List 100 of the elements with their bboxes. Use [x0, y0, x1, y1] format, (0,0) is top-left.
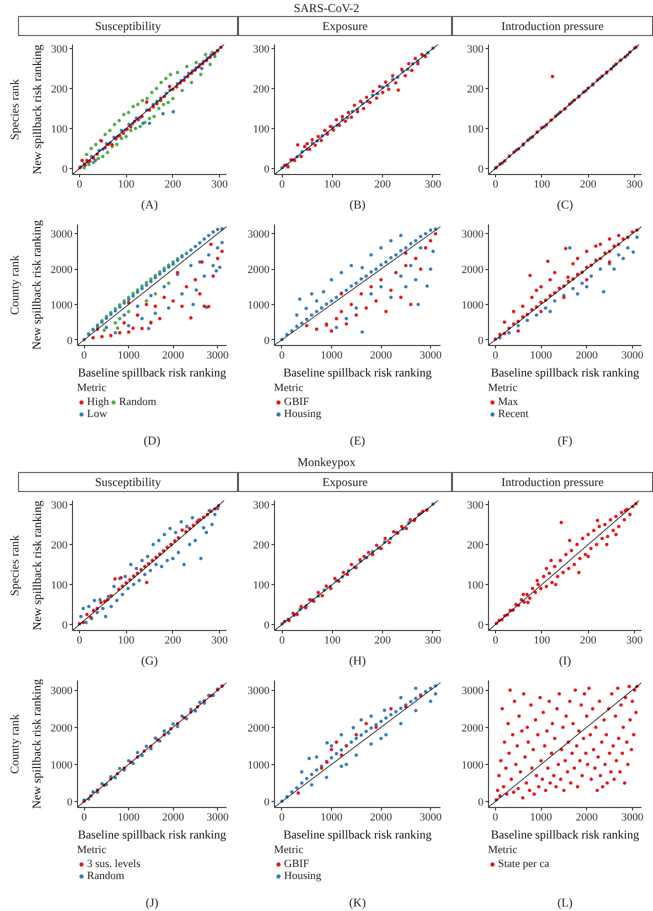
x-tick-label: 200 — [374, 634, 392, 646]
x-tick-label: 300 — [626, 178, 644, 190]
y-tick-label: 1000 — [462, 299, 484, 312]
chart-subtitle: Susceptibility — [95, 474, 161, 491]
legend-label: Low — [87, 408, 108, 420]
y-tick-label: 300 — [467, 44, 484, 56]
x-tick-label: 3000 — [621, 812, 644, 824]
x-tick-label: 100 — [118, 634, 135, 646]
x-axis-title: Baseline spillback risk ranking — [78, 366, 226, 380]
y-tick-label: 100 — [51, 580, 68, 592]
legend-label: GBIF — [284, 858, 310, 870]
x-tick-label: 0 — [81, 812, 88, 824]
text: County rank — [8, 714, 22, 774]
legend-label: Housing — [284, 408, 322, 420]
x-tick-label: 1000 — [118, 350, 140, 362]
y-axis-title: New spillback risk ranking — [30, 679, 44, 809]
legend-title: Metric — [77, 382, 108, 394]
text: (G) — [141, 654, 158, 668]
chart-title: Monkeypox — [298, 454, 356, 470]
legend-label: Housing — [284, 870, 322, 882]
y-tick-label: 3000 — [462, 685, 484, 698]
legend-label: Max — [498, 396, 518, 408]
x-tick-label: 200 — [164, 178, 182, 190]
x-tick-label: 100 — [324, 634, 342, 646]
legend-label: Recent — [498, 408, 529, 420]
y-tick-label: 300 — [253, 44, 270, 56]
x-tick-label: 0 — [279, 634, 286, 646]
x-tick-label: 100 — [534, 178, 551, 190]
y-tick-label: 100 — [253, 124, 270, 136]
y-axis-title: New spillback risk ranking — [30, 500, 44, 630]
x-tick-label: 0 — [492, 350, 499, 362]
x-tick-label: 0 — [76, 634, 83, 646]
x-axis-title: Baseline spillback risk ranking — [78, 828, 226, 842]
y-tick-label: 0 — [478, 796, 484, 809]
y-tick-label: 200 — [467, 540, 484, 552]
chart-subtitle: Susceptibility — [95, 18, 161, 35]
text: (E) — [350, 434, 366, 448]
legend-label: High — [87, 396, 109, 408]
text: Species rank — [8, 79, 22, 140]
y-tick-label: 1000 — [248, 759, 270, 772]
y-tick-label: 0 — [62, 164, 68, 176]
text: (L) — [557, 896, 573, 910]
y-tick-label: 200 — [51, 540, 68, 552]
y-tick-label: 3000 — [462, 228, 484, 241]
text: (H) — [349, 654, 366, 668]
x-tick-label: 200 — [164, 634, 182, 646]
y-tick-label: 0 — [62, 620, 68, 632]
text: (B) — [350, 198, 366, 212]
y-tick-label: 0 — [67, 796, 73, 809]
x-tick-label: 2000 — [162, 350, 185, 362]
x-axis-title: Baseline spillback risk ranking — [490, 366, 640, 380]
chart-subtitle: Exposure — [322, 474, 368, 491]
text: County rank — [8, 255, 22, 315]
y-tick-label: 0 — [67, 334, 73, 347]
y-tick-label: 2000 — [248, 722, 270, 734]
y-tick-label: 2000 — [50, 722, 73, 734]
x-tick-label: 1000 — [118, 812, 140, 824]
x-tick-label: 300 — [211, 634, 228, 646]
legend-label: Random — [87, 870, 124, 882]
x-tick-label: 0 — [279, 350, 286, 362]
chart-subtitle: Introduction pressure — [501, 18, 604, 35]
y-tick-label: 200 — [253, 540, 270, 552]
y-tick-label: 1000 — [50, 299, 73, 312]
x-tick-label: 300 — [424, 634, 442, 646]
y-tick-label: 3000 — [248, 228, 270, 241]
x-axis-title: Baseline spillback risk ranking — [283, 366, 432, 380]
y-tick-label: 300 — [467, 500, 484, 512]
y-tick-label: 2000 — [462, 264, 484, 276]
y-tick-label: 3000 — [50, 685, 73, 698]
y-axis-title: New spillback risk ranking — [30, 220, 44, 350]
y-tick-label: 2000 — [462, 722, 484, 734]
x-tick-label: 0 — [76, 178, 83, 190]
y-tick-label: 200 — [51, 84, 68, 96]
text: (J) — [146, 896, 158, 910]
x-tick-label: 3000 — [206, 350, 230, 362]
chart-title: SARS-CoV-2 — [294, 0, 360, 16]
legend-title: Metric — [488, 382, 518, 394]
y-tick-label: 2000 — [248, 264, 270, 276]
x-tick-label: 1000 — [530, 350, 553, 362]
y-tick-label: 0 — [264, 620, 270, 632]
y-tick-label: 300 — [253, 500, 270, 512]
x-tick-label: 0 — [492, 178, 499, 190]
y-tick-label: 3000 — [248, 685, 270, 698]
y-tick-label: 2000 — [50, 264, 73, 276]
x-tick-label: 300 — [626, 634, 644, 646]
x-tick-label: 0 — [492, 634, 499, 646]
y-tick-label: 300 — [51, 44, 68, 56]
legend-title: Metric — [274, 382, 304, 394]
y-tick-label: 3000 — [50, 228, 73, 241]
x-tick-label: 2000 — [576, 812, 598, 824]
x-tick-label: 0 — [492, 812, 499, 824]
x-tick-label: 1000 — [320, 812, 343, 824]
chart-subtitle: Exposure — [322, 18, 368, 35]
y-tick-label: 100 — [253, 580, 270, 592]
x-tick-label: 3000 — [621, 350, 644, 362]
text: (A) — [141, 198, 158, 212]
x-tick-label: 0 — [81, 350, 88, 362]
legend-label: 3 sus. levels — [87, 858, 140, 870]
y-tick-label: 1000 — [50, 759, 73, 772]
y-tick-label: 200 — [253, 84, 270, 96]
